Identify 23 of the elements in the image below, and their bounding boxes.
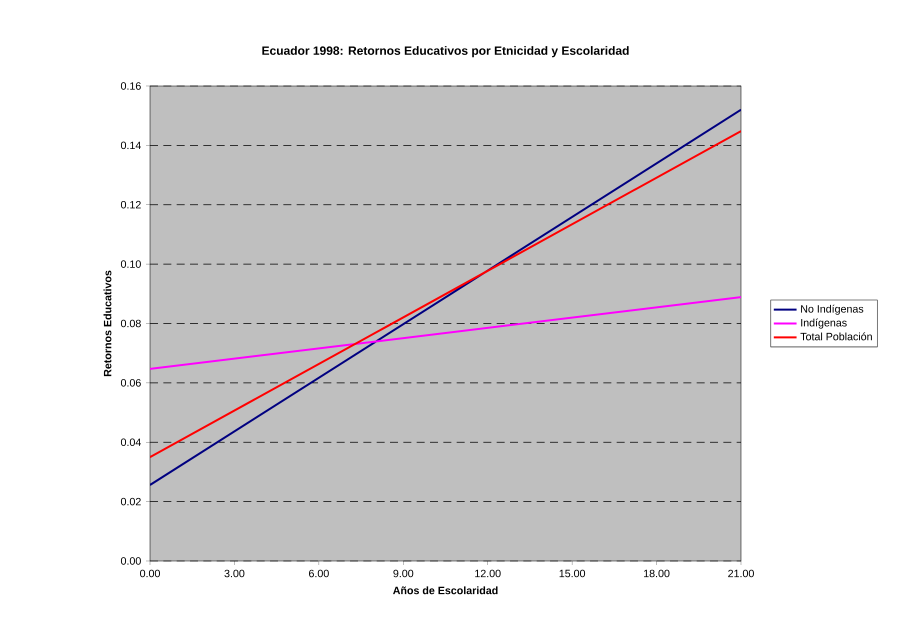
- x-tick-label: 18.00: [644, 570, 670, 578]
- x-tick-label: 3.00: [224, 570, 244, 578]
- legend-label: Indígenas: [801, 318, 847, 329]
- y-tick-label: 0.00: [120, 557, 141, 565]
- x-tick-label: 21.00: [728, 570, 754, 578]
- y-tick-label: 0.14: [120, 142, 141, 150]
- legend-label: Total Población: [800, 332, 872, 340]
- chart-title: Ecuador 1998: Retornos Educativos por Etnicidad y Escolaridad: [262, 46, 629, 58]
- legend-label: No Indígenas: [801, 304, 864, 315]
- x-tick-label: 12.00: [475, 570, 501, 578]
- y-tick-label: 0.04: [120, 438, 141, 446]
- x-tick-label: 15.00: [560, 570, 586, 578]
- y-tick-label: 0.08: [120, 320, 141, 328]
- x-axis-title: Años de Escolaridad: [393, 586, 498, 594]
- y-tick-label: 0.10: [120, 260, 141, 268]
- y-tick-label: 0.02: [120, 498, 141, 506]
- x-tick-label: 9.00: [393, 570, 414, 578]
- x-tick-label: 0.00: [140, 570, 160, 578]
- x-tick-label: 6.00: [309, 570, 329, 578]
- y-tick-label: 0.12: [120, 200, 141, 209]
- y-tick-label: 0.06: [120, 379, 141, 387]
- y-axis-title: Retornos Educativos: [104, 270, 112, 376]
- y-tick-label: 0.16: [120, 82, 141, 90]
